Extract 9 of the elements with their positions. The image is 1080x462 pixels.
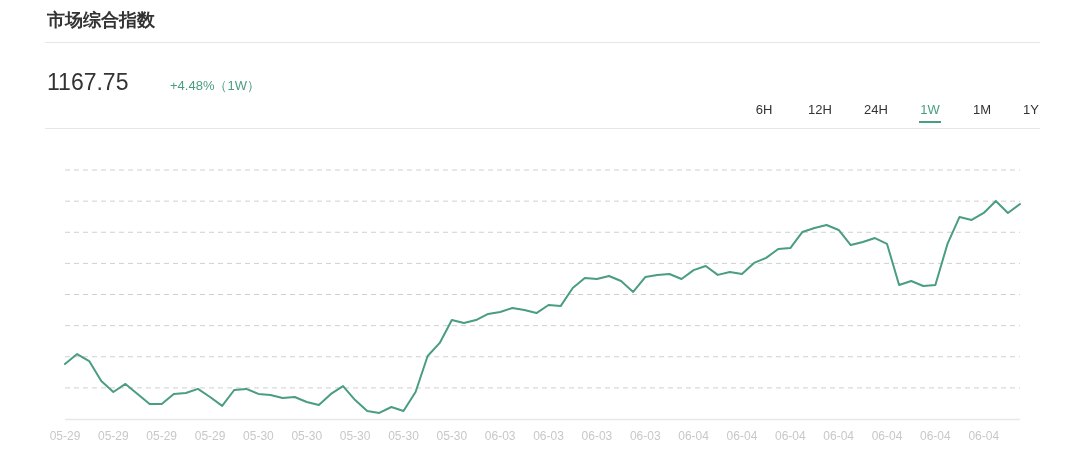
text: 6H: [755, 102, 773, 117]
text: 24H: [864, 102, 888, 117]
chart-subtitle: 1167.75: [47, 69, 129, 95]
text: 12H: [808, 102, 832, 117]
chart-title: 市场综合指数: [46, 10, 156, 30]
text: 1M: [972, 102, 992, 117]
text: 1W: [920, 102, 941, 117]
text: 1Y: [1023, 102, 1040, 117]
text: +4.48%（1W）: [170, 78, 260, 93]
